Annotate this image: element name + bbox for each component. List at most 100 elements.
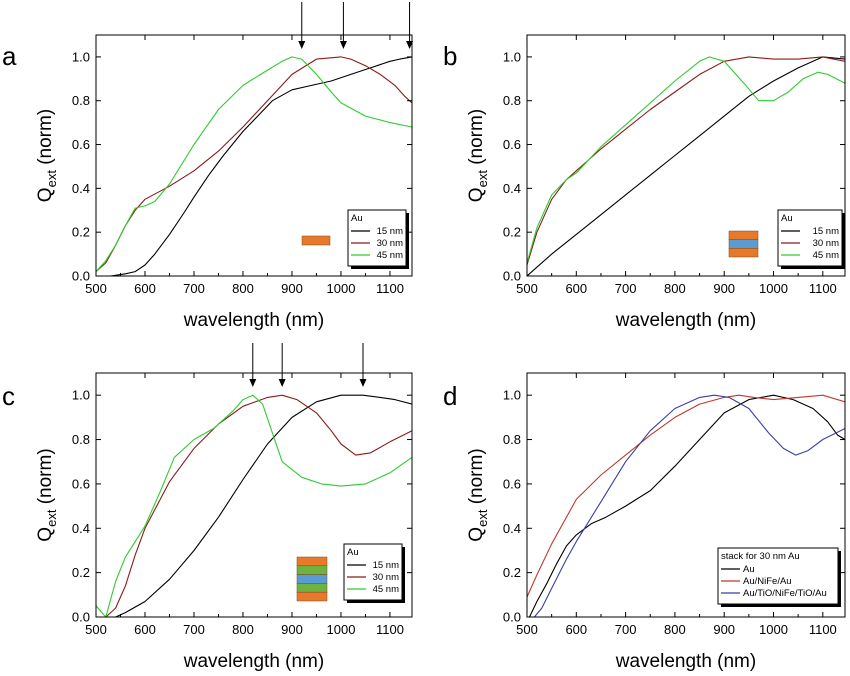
legend-entry: 30 nm [813,238,839,249]
legend-entry: 45 nm [813,250,839,261]
x-tick-label: 600 [134,281,156,296]
x-tick-label: 500 [85,622,107,637]
panel-letter: c [2,381,15,411]
y-tick-label: 1.0 [72,49,90,64]
x-tick-label: 900 [713,281,735,296]
series-line-1 [96,56,412,276]
plot-frame [95,34,413,277]
x-tick-label: 500 [516,622,538,637]
x-tick-label: 1100 [809,281,837,296]
legend-title: Au [347,547,359,558]
series-line-3 [527,56,845,264]
panel-d: d 500 600 700 800 900 1000 1100 0.0 0.2 0.4 0.6 0.8 1… [443,372,846,672]
legend-entry: 30 nm [377,238,403,249]
x-tick-label: 900 [281,622,303,637]
y-tick-label: 0.6 [503,476,521,491]
x-tick-label: 800 [664,622,686,637]
x-tick-label: 1000 [759,622,788,637]
x-tick-label: 600 [565,622,587,637]
y-tick-label: 0.2 [72,225,90,240]
y-tick-label: 0.0 [503,610,521,625]
y-axis-title: Qext (norm) [35,109,59,202]
x-tick-label: 600 [565,281,587,296]
panel-a: a 500 600 700 800 900 1000 1100 0.0 0.2 0.4 0.6 0.8 1… [2,2,414,331]
legend-box [343,543,403,601]
inset-layer [296,591,328,602]
y-axis-title: Qext (norm) [35,448,59,541]
peak-arrow-head [278,379,286,387]
legend-box [717,547,839,605]
inset-layer [301,235,331,246]
x-tick-label: 700 [615,281,637,296]
y-tick-label: 0.0 [72,269,90,284]
legend-entry: Au/TiO/NiFe/TiO/Au [743,588,827,599]
y-axis-title: Qext (norm) [466,109,490,202]
y-tick-label: 0.2 [72,565,90,580]
peak-arrow-head [249,379,257,387]
peak-arrow-head [298,41,306,49]
y-tick-label: 0.4 [503,181,521,196]
panel-letter: a [2,41,17,71]
x-tick-label: 700 [183,622,205,637]
y-tick-label: 0.4 [72,521,90,536]
y-tick-label: 0.2 [503,225,521,240]
panel-c: c 500 600 700 800 900 1000 1100 0.0 0.2 0.4 0.6 0.8 1… [2,343,413,672]
x-axis-title: wavelength (nm) [615,310,756,331]
legend-title: Au [781,213,793,224]
inset-layer [296,565,328,575]
y-tick-label: 0.8 [503,432,521,447]
x-tick-label: 1000 [759,281,788,296]
x-tick-label: 700 [615,622,637,637]
x-tick-label: 700 [183,281,205,296]
x-tick-label: 800 [664,281,686,296]
y-tick-label: 0.4 [72,181,90,196]
y-tick-label: 0.8 [72,93,90,108]
series-line-3 [96,394,412,617]
x-axis-title: wavelength (nm) [615,651,756,672]
series-line-1 [529,394,845,617]
series-line-1 [115,394,412,617]
y-tick-label: 0.6 [503,137,521,152]
x-tick-label: 900 [713,622,735,637]
legend-entry: 30 nm [373,572,399,583]
legend-entry: 45 nm [373,584,399,595]
series-line-2 [527,56,845,266]
peak-arrow-head [339,41,347,49]
inset-layer [728,230,759,240]
y-tick-label: 0.0 [503,269,521,284]
series-line-3 [533,394,845,617]
x-tick-label: 1100 [376,281,404,296]
y-tick-label: 0.6 [72,476,90,491]
series-line-2 [527,394,845,598]
x-tick-label: 1100 [376,622,404,637]
x-tick-label: 1000 [327,622,356,637]
series-line-3 [96,56,412,272]
legend-title: stack for 30 nm Au [721,551,800,562]
legend-entry: 15 nm [377,226,403,237]
legend-entry: 15 nm [813,226,839,237]
series-line-1 [527,56,845,276]
panel-letter: d [443,381,457,411]
panel-letter: b [443,41,457,71]
x-tick-label: 800 [232,622,254,637]
y-tick-label: 0.0 [72,610,90,625]
y-tick-label: 1.0 [503,49,521,64]
x-tick-label: 900 [281,281,303,296]
x-tick-label: 600 [134,622,156,637]
y-tick-label: 0.8 [503,93,521,108]
y-tick-label: 0.6 [72,137,90,152]
inset-layer [728,248,759,258]
x-tick-label: 800 [232,281,254,296]
legend-entry: Au [743,564,755,575]
y-tick-label: 0.2 [503,565,521,580]
x-tick-label: 1100 [809,622,837,637]
plot-frame [526,34,846,277]
x-axis-title: wavelength (nm) [183,651,324,672]
x-axis-title: wavelength (nm) [183,310,324,331]
inset-layer [296,574,328,584]
y-tick-label: 1.0 [503,388,521,403]
peak-arrow-head [359,379,367,387]
legend-entry: 15 nm [373,560,399,571]
x-tick-label: 1000 [327,281,356,296]
